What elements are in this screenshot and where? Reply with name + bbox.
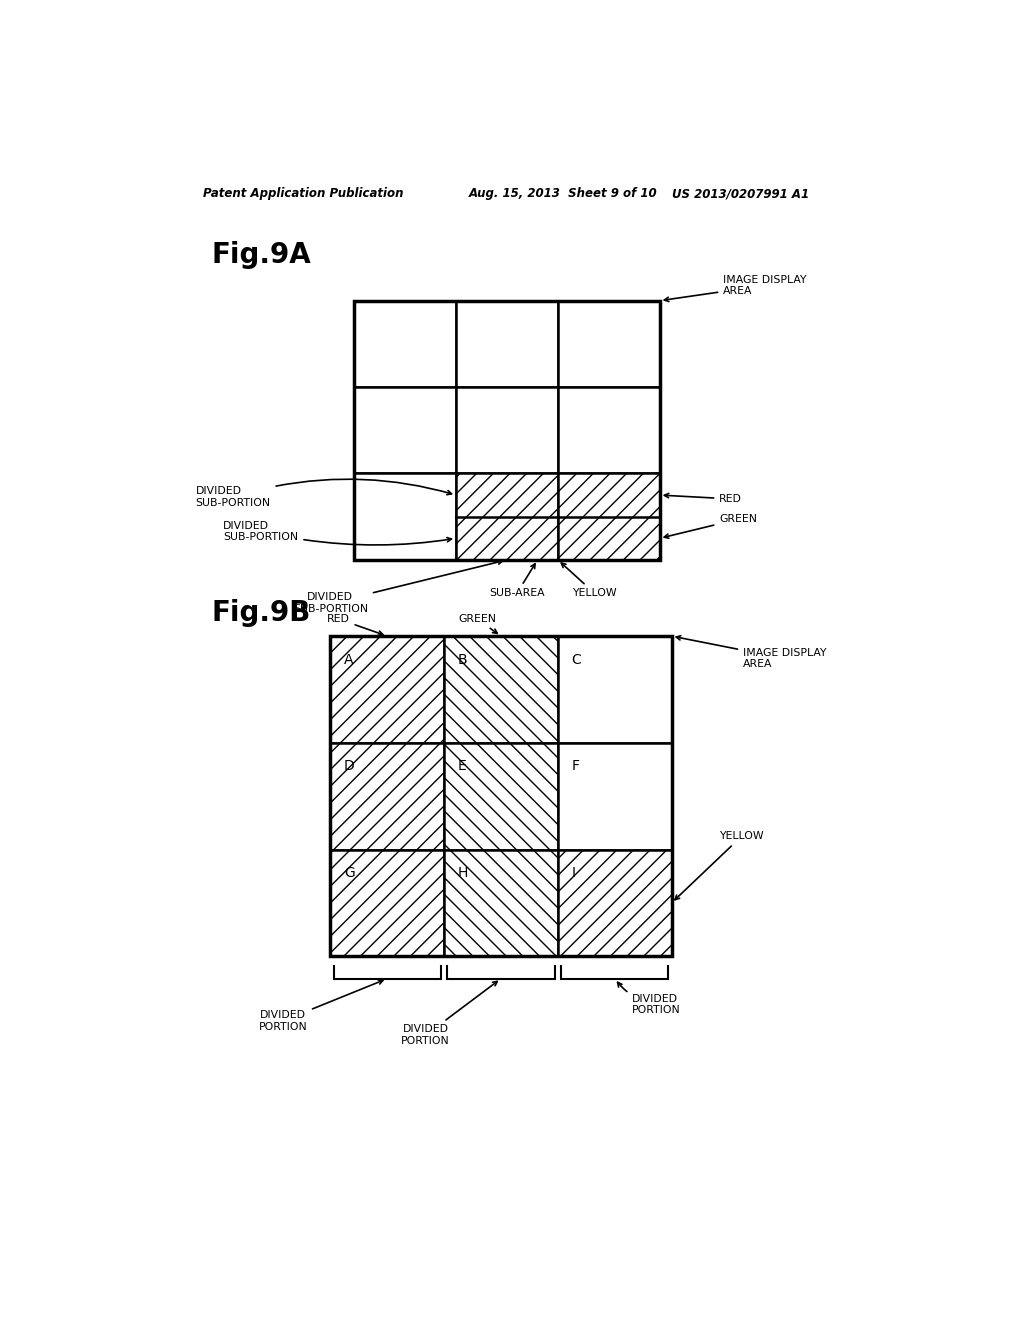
Text: Patent Application Publication: Patent Application Publication [204, 187, 403, 201]
Text: DIVIDED
PORTION: DIVIDED PORTION [258, 979, 383, 1032]
Text: IMAGE DISPLAY
AREA: IMAGE DISPLAY AREA [676, 636, 826, 669]
Text: C: C [571, 652, 582, 667]
Bar [354, 474, 456, 560]
Bar [331, 636, 672, 956]
Text: E: E [458, 759, 467, 774]
Text: DIVIDED
SUB-PORTION: DIVIDED SUB-PORTION [196, 479, 452, 508]
Text: SUB-AREA: SUB-AREA [489, 564, 545, 598]
Text: DIVIDED
SUB-PORTION: DIVIDED SUB-PORTION [293, 560, 503, 614]
Text: H: H [458, 866, 468, 880]
Bar [331, 850, 444, 956]
Text: DIVIDED
PORTION: DIVIDED PORTION [401, 981, 498, 1045]
Text: Fig.9B: Fig.9B [211, 599, 310, 627]
Bar [558, 387, 659, 474]
Bar [456, 301, 558, 387]
Bar [444, 636, 558, 743]
Text: RED: RED [665, 494, 742, 504]
Bar [558, 474, 659, 560]
Text: GREEN: GREEN [665, 515, 757, 539]
Text: GREEN: GREEN [458, 614, 498, 634]
Bar [456, 474, 558, 560]
Bar [331, 636, 444, 743]
Text: IMAGE DISPLAY
AREA: IMAGE DISPLAY AREA [665, 275, 807, 301]
Text: US 2013/0207991 A1: US 2013/0207991 A1 [672, 187, 809, 201]
Bar [354, 387, 456, 474]
Bar [558, 636, 672, 743]
Bar [354, 301, 456, 387]
Bar [354, 301, 659, 560]
Bar [444, 743, 558, 850]
Text: Aug. 15, 2013  Sheet 9 of 10: Aug. 15, 2013 Sheet 9 of 10 [469, 187, 657, 201]
Bar [331, 743, 444, 850]
Text: DIVIDED
PORTION: DIVIDED PORTION [617, 982, 681, 1015]
Text: YELLOW: YELLOW [561, 564, 617, 598]
Text: B: B [458, 652, 467, 667]
Text: F: F [571, 759, 580, 774]
Text: RED: RED [327, 614, 383, 635]
Bar [444, 850, 558, 956]
Text: DIVIDED
SUB-PORTION: DIVIDED SUB-PORTION [223, 520, 452, 545]
Text: D: D [344, 759, 354, 774]
Bar [558, 850, 672, 956]
Text: I: I [571, 866, 575, 880]
Bar [558, 743, 672, 850]
Bar [558, 301, 659, 387]
Bar [456, 387, 558, 474]
Text: G: G [344, 866, 354, 880]
Text: Fig.9A: Fig.9A [211, 242, 311, 269]
Text: A: A [344, 652, 353, 667]
Text: YELLOW: YELLOW [675, 832, 764, 900]
